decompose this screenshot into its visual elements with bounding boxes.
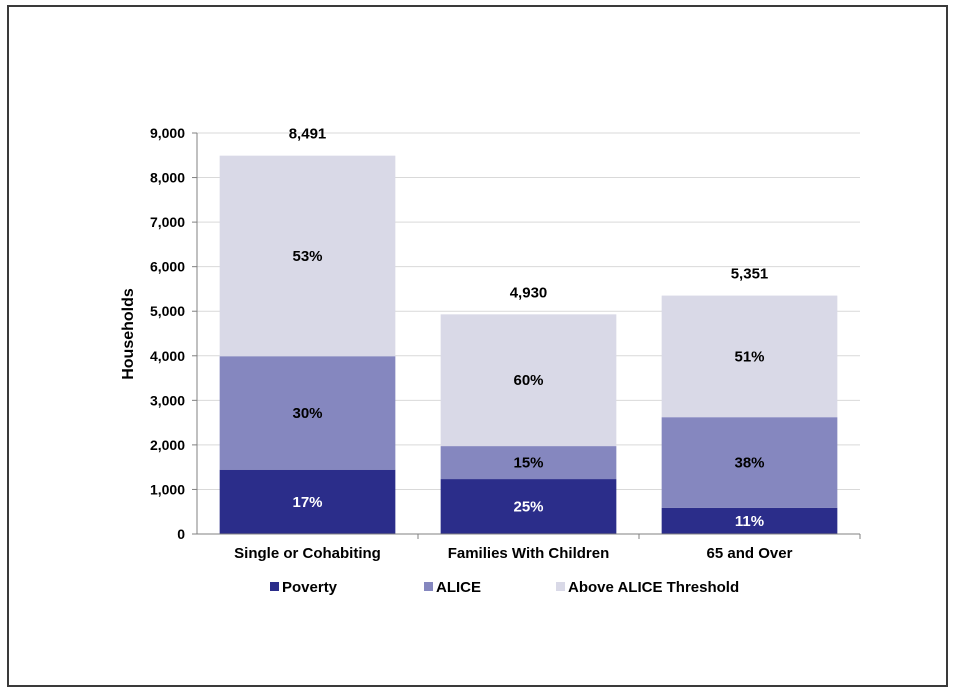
segment-label: 53% bbox=[292, 248, 322, 265]
bar-segment-alice bbox=[219, 356, 396, 470]
bar-segment-alice bbox=[661, 417, 838, 508]
legend-label: Poverty bbox=[282, 579, 338, 596]
y-tick-label: 3,000 bbox=[150, 392, 185, 408]
y-axis-label: Households bbox=[120, 288, 137, 380]
bars bbox=[219, 155, 838, 534]
legend-label: Above ALICE Threshold bbox=[568, 579, 739, 596]
bar-segment-above-alice-threshold bbox=[661, 295, 838, 418]
y-tick-label: 6,000 bbox=[150, 259, 185, 275]
segment-label: 11% bbox=[735, 513, 764, 530]
bar-segment-above-alice-threshold bbox=[219, 155, 396, 357]
legend: Poverty ALICE Above ALICE Threshold bbox=[270, 579, 739, 596]
segment-label: 38% bbox=[734, 454, 764, 471]
legend-swatch bbox=[424, 582, 433, 591]
bar-segment-poverty bbox=[661, 507, 838, 534]
legend-item: ALICE bbox=[424, 579, 481, 596]
segment-label: 17% bbox=[292, 494, 322, 511]
y-tick-label: 1,000 bbox=[150, 481, 185, 497]
y-tick-label: 8,000 bbox=[150, 170, 185, 186]
bar-segment-poverty bbox=[440, 479, 617, 534]
segment-label: 51% bbox=[734, 348, 764, 365]
segment-labels: 17% 30% 53% 25% 15% 60% 11% 38% 51% bbox=[292, 248, 764, 530]
x-category-labels: Single or Cohabiting Families With Childr… bbox=[234, 545, 792, 562]
y-tick-label: 7,000 bbox=[150, 214, 185, 230]
legend-swatch bbox=[270, 582, 279, 591]
y-tick-label: 4,000 bbox=[150, 348, 185, 364]
segment-label: 30% bbox=[292, 405, 322, 422]
y-tick-label: 9,000 bbox=[150, 125, 185, 141]
y-tick-label: 5,000 bbox=[150, 303, 185, 319]
x-category-label: Families With Children bbox=[448, 545, 610, 562]
bar-segment-above-alice-threshold bbox=[440, 314, 617, 447]
segment-label: 25% bbox=[513, 499, 543, 516]
y-tick-label: 2,000 bbox=[150, 437, 185, 453]
total-label: 8,491 bbox=[289, 126, 327, 143]
x-category-label: 65 and Over bbox=[707, 545, 793, 562]
legend-item: Poverty bbox=[270, 579, 338, 596]
bar-segment-alice bbox=[440, 446, 617, 480]
legend-label: ALICE bbox=[436, 579, 481, 596]
y-tick-labels: 0 1,000 2,000 3,000 4,000 5,000 6,000 7,000 8,00… bbox=[150, 125, 185, 542]
segment-label: 60% bbox=[513, 372, 543, 389]
axes bbox=[192, 132, 861, 539]
total-label: 5,351 bbox=[731, 266, 769, 283]
legend-item: Above ALICE Threshold bbox=[556, 579, 739, 596]
total-label: 4,930 bbox=[510, 284, 548, 301]
x-category-label: Single or Cohabiting bbox=[234, 545, 381, 562]
total-labels: 8,491 4,930 5,351 bbox=[289, 126, 769, 302]
bar-segment-poverty bbox=[219, 469, 396, 534]
legend-swatch bbox=[556, 582, 565, 591]
y-tick-label: 0 bbox=[177, 526, 185, 542]
segment-label: 15% bbox=[513, 455, 543, 472]
